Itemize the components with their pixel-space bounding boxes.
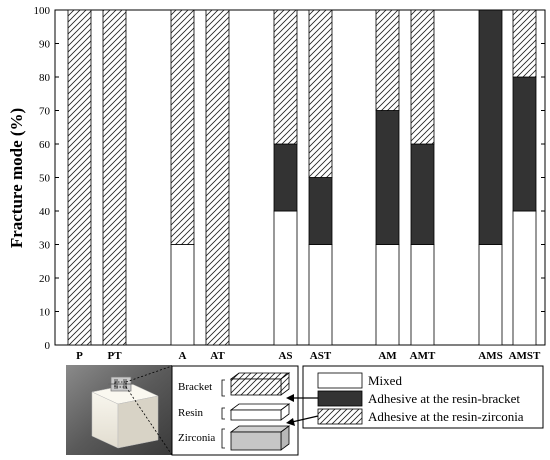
layer-schematic: Bracket Resin Zirconia <box>171 365 299 456</box>
y-tick-label: 100 <box>34 5 51 17</box>
legend-label-0: Mixed <box>368 373 402 388</box>
x-tick-labels: P PT A AT AS AST AM AMT AMS AMST <box>76 350 541 362</box>
y-tick-label: 40 <box>39 206 51 218</box>
bar-segment-AM-series0 <box>375 244 400 346</box>
bar-segment-AMST-series2 <box>512 9 537 78</box>
plot-frame <box>54 9 546 346</box>
bar-segment-AM-series1 <box>375 110 400 245</box>
x-tick-label-AMST: AMST <box>509 350 541 362</box>
bar-segment-AM-series2 <box>375 9 400 111</box>
y-axis-label: Fracture mode (%) <box>7 108 26 248</box>
bar-segment-AST-series1 <box>308 177 333 245</box>
y-tick-label: 70 <box>39 106 51 118</box>
bar-segment-AMST-series1 <box>512 76 537 212</box>
bar-segment-AST-series0 <box>308 244 333 346</box>
y-tick-label: 20 <box>39 273 51 285</box>
legend-label-2: Adhesive at the resin-zirconia <box>368 409 524 424</box>
x-tick-label-P: P <box>76 350 83 362</box>
x-tick-label-PT: PT <box>107 350 122 362</box>
y-tick-label: 60 <box>39 139 51 151</box>
bar-segment-AS-series1 <box>273 143 298 212</box>
bar-segment-A-series2 <box>170 9 195 245</box>
x-tick-label-AMT: AMT <box>410 350 436 362</box>
y-tick-label: 50 <box>39 173 51 185</box>
bar-segment-AT-series2 <box>205 9 230 346</box>
bar-segment-AMT-series2 <box>410 9 435 145</box>
resin-label: Resin <box>178 407 204 419</box>
legend: Mixed Adhesive at the resin-bracket Adhesi… <box>302 365 544 429</box>
y-axis: 0 10 20 30 40 50 60 70 80 90 100 <box>34 5 545 352</box>
bar-segment-A-series0 <box>170 244 195 346</box>
bar-segment-AMS-series1 <box>478 9 503 245</box>
bar-segment-AMT-series0 <box>410 244 435 346</box>
legend-swatch-0 <box>317 372 363 389</box>
y-tick-label: 30 <box>39 240 51 252</box>
x-tick-label-A: A <box>179 350 187 362</box>
bar-segment-AMT-series1 <box>410 143 435 245</box>
y-tick-label: 0 <box>45 340 51 352</box>
x-tick-label-AM: AM <box>378 350 397 362</box>
x-tick-label-AMS: AMS <box>478 350 502 362</box>
bar-segment-AMST-series0 <box>512 210 537 346</box>
interface-arrows <box>286 394 319 426</box>
bracket-label: Bracket <box>178 381 212 393</box>
y-tick-label: 80 <box>39 72 51 84</box>
x-tick-label-AS: AS <box>278 350 292 362</box>
bar-segment-AST-series2 <box>308 9 333 178</box>
x-tick-label-AST: AST <box>310 350 332 362</box>
legend-swatch-1 <box>317 390 363 407</box>
y-tick-label: 10 <box>39 307 51 319</box>
sample-photo <box>66 365 172 455</box>
x-tick-label-AT: AT <box>210 350 225 362</box>
bar-segment-P-series2 <box>67 9 92 346</box>
zirconia-label: Zirconia <box>178 432 215 444</box>
bars <box>67 9 537 346</box>
bar-segment-PT-series2 <box>102 9 127 346</box>
bar-segment-AS-series0 <box>273 210 298 346</box>
y-tick-label: 90 <box>39 39 51 51</box>
bar-segment-AMS-series0 <box>478 244 503 346</box>
legend-swatch-2 <box>317 408 363 425</box>
bar-segment-AS-series2 <box>273 9 298 145</box>
legend-label-1: Adhesive at the resin-bracket <box>368 391 520 406</box>
